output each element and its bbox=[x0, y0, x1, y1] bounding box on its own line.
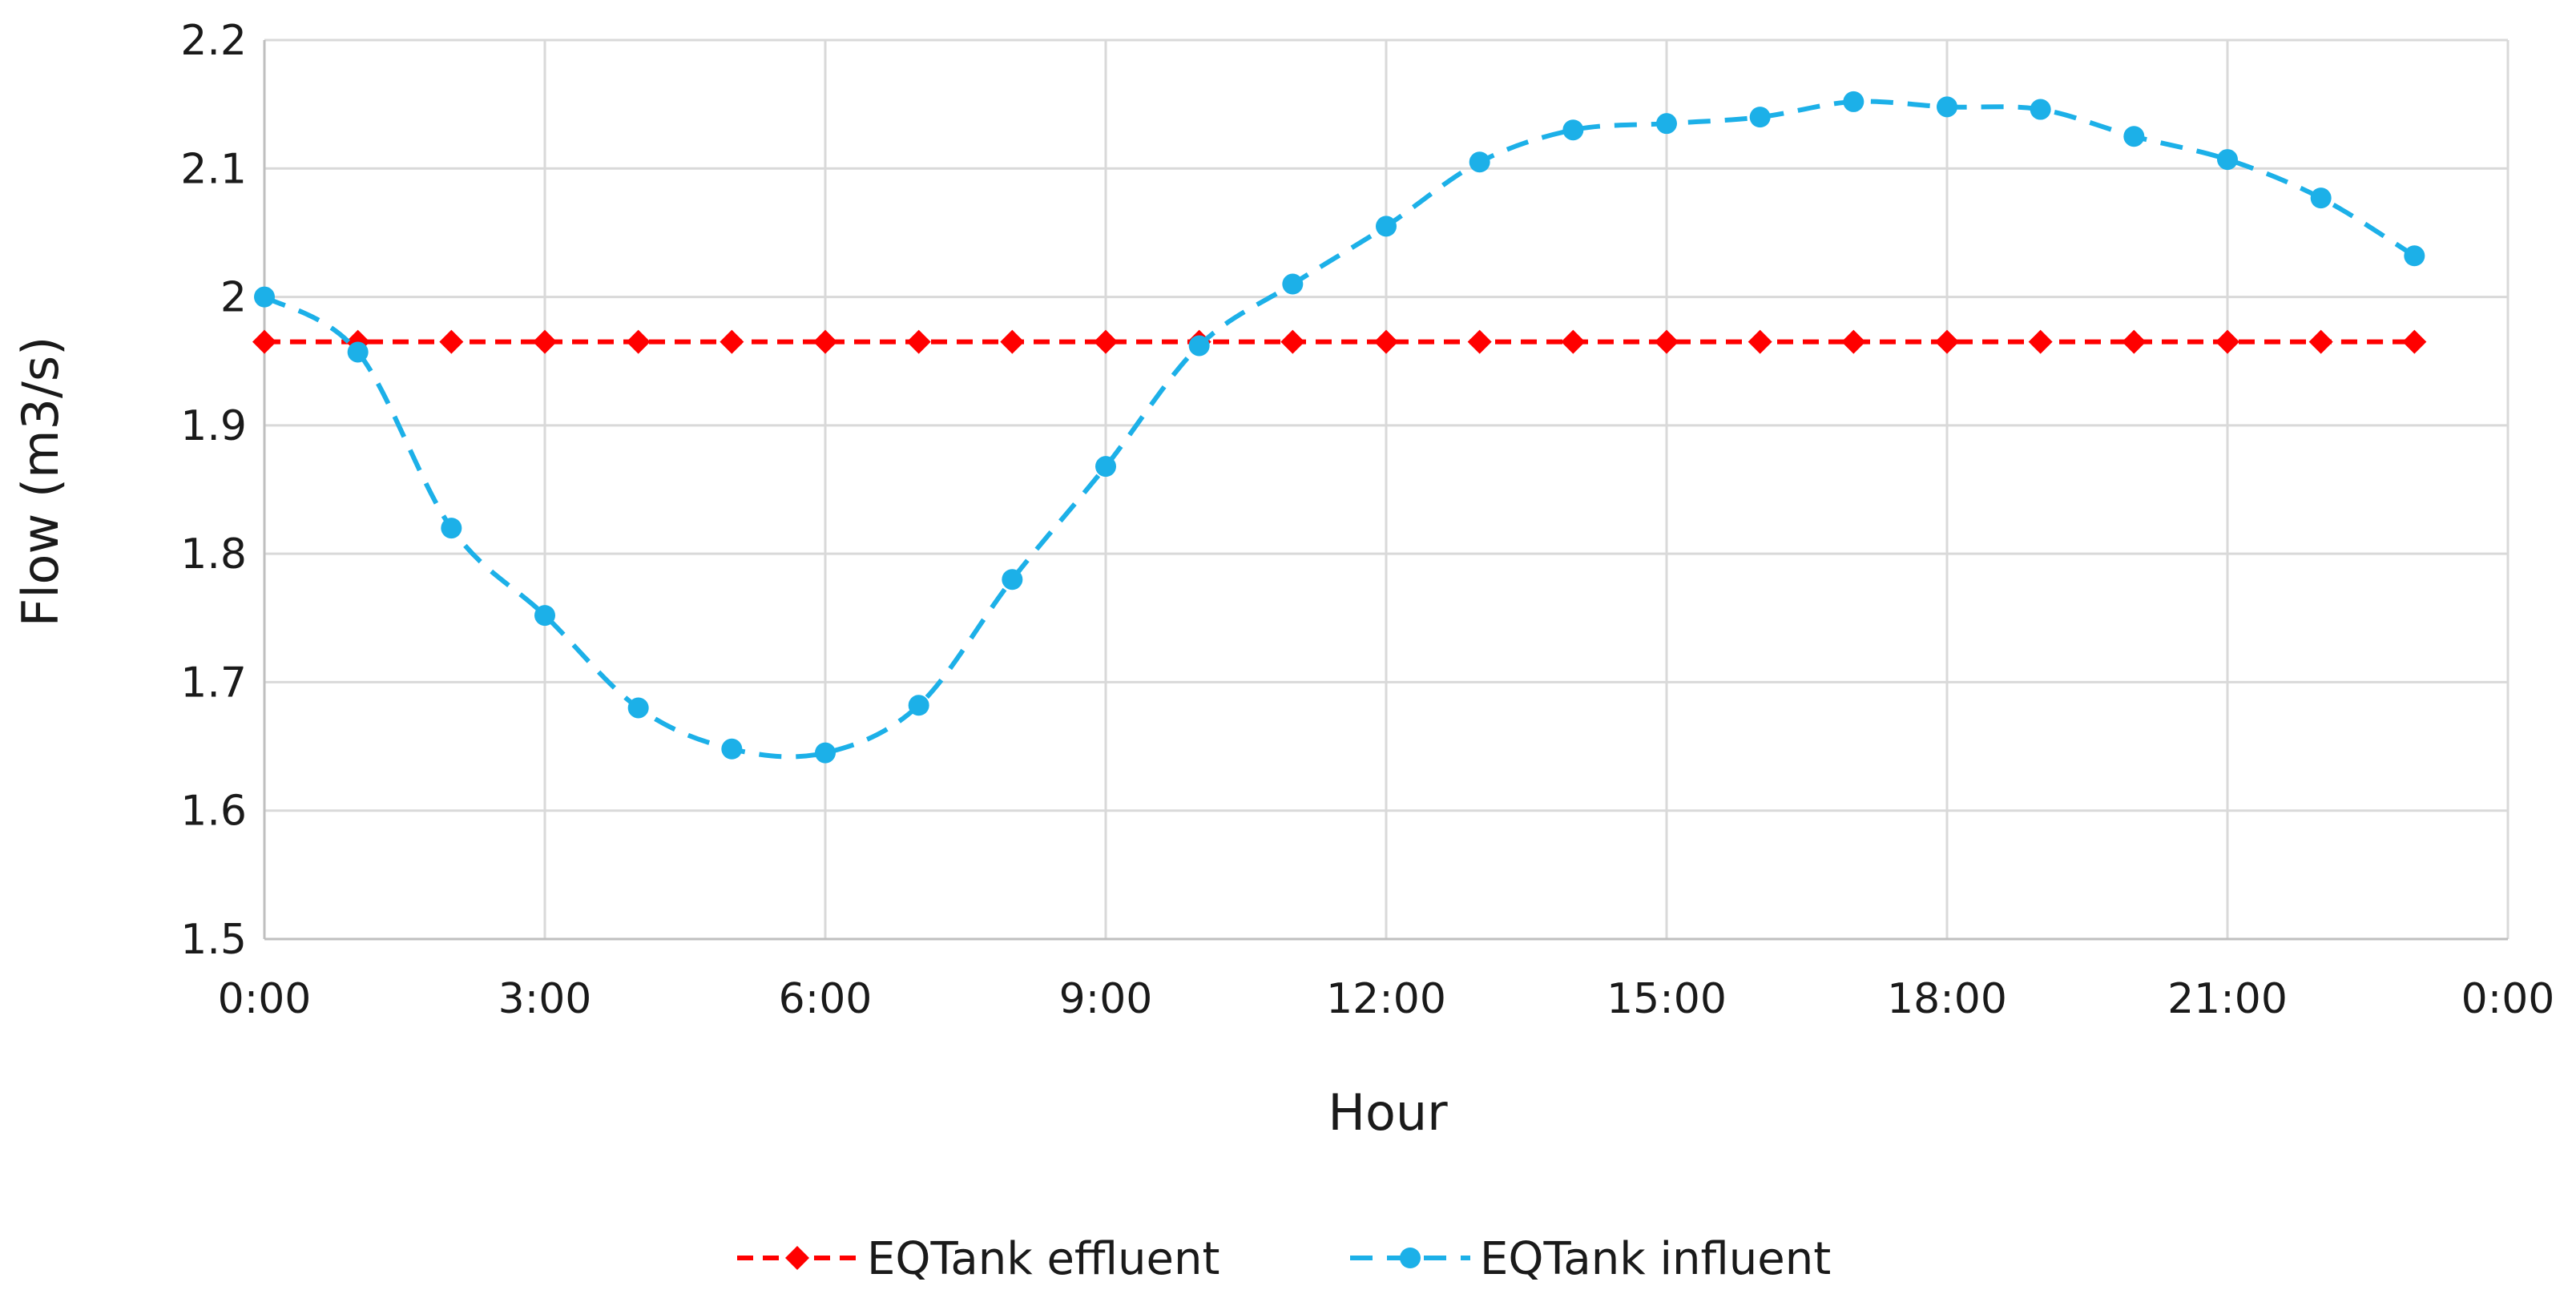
data-point bbox=[2308, 329, 2333, 354]
legend-entry: EQTank effluent bbox=[737, 1233, 1219, 1285]
x-tick-label: 12:00 bbox=[1326, 975, 1446, 1023]
axes bbox=[263, 40, 2508, 941]
data-point bbox=[533, 329, 557, 354]
data-point bbox=[254, 286, 275, 308]
data-point bbox=[347, 341, 369, 363]
data-point bbox=[1841, 329, 1866, 354]
data-point bbox=[1280, 329, 1305, 354]
data-point bbox=[2310, 187, 2332, 209]
data-point bbox=[908, 695, 929, 716]
data-point bbox=[2122, 329, 2147, 354]
data-point bbox=[815, 742, 836, 764]
data-point bbox=[906, 329, 931, 354]
x-tick-label: 15:00 bbox=[1606, 975, 1727, 1023]
data-point bbox=[2217, 149, 2238, 171]
y-tick-label: 1.6 bbox=[180, 788, 247, 836]
data-point bbox=[2215, 329, 2239, 354]
data-point bbox=[1188, 335, 1210, 357]
legend: EQTank effluent EQTank influent bbox=[737, 1233, 1831, 1285]
data-point bbox=[252, 329, 276, 354]
data-point bbox=[1282, 273, 1304, 295]
legend-marker bbox=[1400, 1248, 1421, 1268]
data-point bbox=[813, 329, 837, 354]
gridlines bbox=[264, 38, 2509, 939]
data-point bbox=[2123, 126, 2145, 147]
data-point bbox=[721, 738, 743, 760]
data-point bbox=[1748, 329, 1772, 354]
data-point bbox=[1000, 329, 1025, 354]
data-point bbox=[1562, 119, 1584, 141]
data-point bbox=[2404, 245, 2425, 267]
data-point bbox=[1095, 456, 1116, 478]
data-point bbox=[1561, 329, 1586, 354]
y-tick-label: 1.8 bbox=[180, 530, 247, 578]
y-tick-label: 2 bbox=[220, 274, 247, 322]
x-tick-label: 6:00 bbox=[779, 975, 873, 1023]
data-point bbox=[534, 605, 555, 627]
data-point bbox=[1467, 329, 1492, 354]
series-1 bbox=[252, 329, 2427, 354]
data-point bbox=[439, 329, 464, 354]
y-tick-label: 2.2 bbox=[180, 17, 247, 65]
y-tick-label: 1.7 bbox=[180, 659, 247, 707]
data-point bbox=[1655, 329, 1679, 354]
data-point bbox=[626, 329, 651, 354]
data-point bbox=[2028, 329, 2053, 354]
y-tick-label: 2.1 bbox=[180, 145, 247, 193]
y-axis-title: Flow (m3/s) bbox=[11, 337, 70, 627]
data-point bbox=[1094, 329, 1118, 354]
data-point bbox=[1937, 96, 1957, 118]
x-tick-label: 9:00 bbox=[1059, 975, 1153, 1023]
legend-label: EQTank effluent bbox=[867, 1233, 1219, 1285]
data-point bbox=[1843, 91, 1864, 112]
data-point bbox=[2030, 99, 2051, 120]
data-point bbox=[2402, 329, 2427, 354]
data-point bbox=[1935, 329, 1959, 354]
x-axis-title: Hour bbox=[1328, 1083, 1448, 1142]
data-point bbox=[627, 697, 649, 719]
data-point bbox=[1656, 113, 1677, 135]
x-tick-label: 21:00 bbox=[2167, 975, 2288, 1023]
series-2 bbox=[254, 91, 2425, 764]
legend-entry: EQTank influent bbox=[1350, 1233, 1831, 1285]
x-tick-label: 3:00 bbox=[498, 975, 592, 1023]
plot-series bbox=[252, 91, 2427, 764]
data-point bbox=[720, 329, 744, 354]
y-tick-labels: 1.5 1.6 1.7 1.8 1.9 2 2.1 2.2 bbox=[180, 17, 247, 964]
data-point bbox=[1002, 569, 1023, 591]
x-tick-label: 18:00 bbox=[1887, 975, 2007, 1023]
x-tick-labels: 0:00 3:00 6:00 9:00 12:00 15:00 18:00 21:00 0:00 bbox=[218, 975, 2555, 1023]
data-point bbox=[1749, 107, 1771, 128]
data-point bbox=[1469, 151, 1490, 173]
y-tick-label: 1.5 bbox=[180, 916, 247, 964]
x-tick-label: 0:00 bbox=[2461, 975, 2555, 1023]
data-point bbox=[441, 518, 462, 539]
x-tick-label: 0:00 bbox=[218, 975, 312, 1023]
data-point bbox=[1376, 216, 1397, 237]
data-point bbox=[1374, 329, 1398, 354]
legend-marker bbox=[785, 1246, 809, 1270]
legend-label: EQTank influent bbox=[1480, 1233, 1831, 1285]
y-tick-label: 1.9 bbox=[180, 402, 247, 450]
